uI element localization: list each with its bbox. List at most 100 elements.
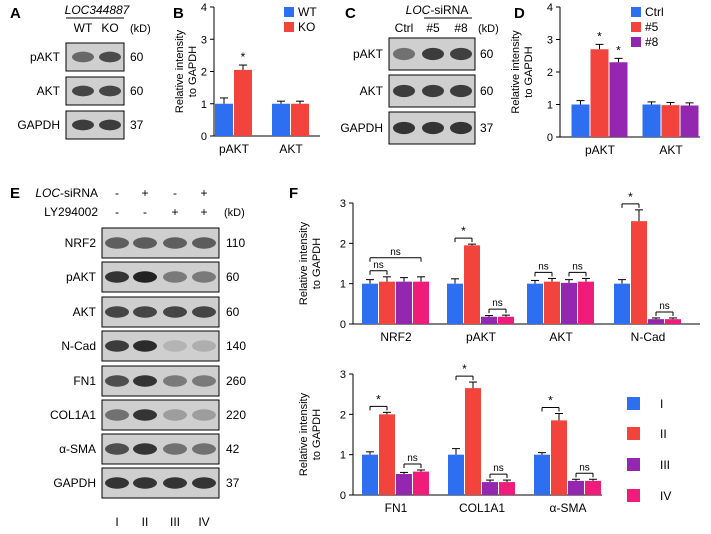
treatment-sign: - (143, 205, 147, 219)
blot-row-nrf2-band-3 (163, 237, 187, 249)
chart-b: B 0 1 2 3 4 Relative intensity to GAPDH pAKT AKT *… (173, 2, 320, 156)
y-tick-label: 3 (340, 369, 346, 381)
blot-row-pakt-band-2 (133, 271, 157, 283)
panel-letter-b: B (173, 5, 184, 22)
blot-row-gapdh-band-1 (105, 477, 129, 489)
blot-row-gapdh-mw: 37 (480, 121, 494, 135)
blot-row-nrf2-band-1 (105, 237, 129, 249)
bar-akt-5 (661, 105, 680, 137)
blot-row-akt-mw: 60 (130, 84, 144, 98)
legend-swatch (284, 22, 294, 32)
blot-row-pakt-band-2 (99, 51, 121, 63)
legend-label-iv: IV (660, 489, 671, 503)
blot-row-gapdh-band-3 (163, 477, 187, 489)
treatment-sign: - (115, 186, 119, 200)
bar-akt-i (527, 283, 543, 324)
lane-label-ii: II (142, 515, 149, 529)
bar-fn1-iii (396, 474, 412, 495)
blot-row-pakt-mw: 60 (130, 50, 144, 64)
treatment-label-1: LOC-siRNA (35, 186, 98, 200)
blot-row-pakt-band-2 (422, 47, 444, 61)
significance-mark: ns (492, 298, 503, 309)
kd-label: (kD) (224, 207, 245, 219)
blot-row-akt-label: AKT (37, 84, 61, 98)
significance-mark: ns (390, 247, 401, 258)
treatment-suffix: -siRNA (60, 186, 98, 200)
blot-row-akt-band-2 (133, 306, 157, 318)
bar-nrf2-i (362, 283, 378, 324)
legend-label-iii: III (660, 458, 670, 472)
significance-mark: * (462, 362, 467, 376)
chart-d: D 0 1 2 3 4 Relative intensity to GAPDH pAKT AKT *… (510, 2, 700, 157)
bar-pakt-5 (590, 49, 609, 137)
panel-letter-f: F (289, 185, 298, 202)
y-tick-label: 3 (201, 34, 207, 46)
blot-row-gapdh-band-4 (192, 477, 216, 489)
blot-row-col1a1-band-3 (163, 409, 187, 421)
x-tick-label: AKT (659, 143, 683, 157)
bar-pakt-ko (234, 69, 252, 136)
y-tick-label: 4 (201, 2, 207, 14)
treatment-sign: - (173, 186, 177, 200)
significance-mark: ns (579, 462, 590, 473)
blot-row-col1a1-band-1 (105, 409, 129, 421)
panel-letter-d: D (514, 5, 525, 22)
blot-row-akt-mw: 60 (226, 305, 240, 319)
treatment-sign: + (200, 186, 207, 200)
y-tick-label: 3 (340, 198, 346, 210)
y-tick-label: 3 (547, 35, 553, 47)
x-tick-label: pAKT (219, 142, 250, 156)
legend-swatch (631, 37, 641, 47)
chart-f-top: 0 1 2 3 Relative intensity to GAPDH NRF2 pAKT AK… (298, 190, 700, 344)
blot-row-col1a1-band-2 (133, 409, 157, 421)
y-tick-label: 0 (547, 132, 553, 144)
y-tick-label: 0 (201, 131, 207, 143)
blot-row-akt-band-3 (450, 84, 472, 98)
blot-row-gapdh-band-2 (133, 477, 157, 489)
bar-col1a1-i (448, 454, 464, 495)
blot-row-fn1-label: FN1 (73, 374, 96, 388)
lane-label-3: #8 (454, 21, 468, 35)
bar-nrf2-iv (413, 281, 429, 324)
blot-row-akt-band-2 (99, 85, 121, 97)
blot-row-n-cad-label: N-Cad (61, 339, 96, 353)
blot-row-akt-band-1 (72, 85, 94, 97)
blot-row-gapdh-mw: 37 (226, 476, 240, 490)
legend-label-ii: II (660, 427, 667, 441)
panel-c: C LOC-siRNA Ctrl #5 #8 (kD) pAKT 60 AKT 60 GAPDH 37 (340, 3, 499, 145)
bar-pakt-ii (464, 245, 480, 324)
chart-f-bottom: 0 1 2 3 Relative intensity to GAPDH FN1 COL1A1 α… (298, 362, 602, 515)
x-tick-label: NRF2 (380, 330, 412, 344)
blot-row-pakt-band-1 (105, 271, 129, 283)
y-tick-label: 2 (340, 409, 346, 421)
bar-akt-ctrl (642, 104, 661, 137)
x-tick-label: AKT (549, 330, 573, 344)
bar-n-cad-i (614, 283, 630, 324)
y-tick-label: 1 (340, 450, 346, 462)
blot-row-fn1-band-2 (133, 375, 157, 387)
y-tick-label: 0 (340, 490, 346, 502)
legend-label: #8 (645, 35, 659, 49)
y-tick-label: 4 (547, 2, 553, 14)
blot-row-gapdh-band-1 (393, 121, 415, 135)
panel-e: E LOC-siRNA - + - + LY294002 - - + + (kD) NRF2 110 pAK… (10, 185, 246, 529)
lane-label-iii: III (170, 515, 180, 529)
blot-row-gapdh-label: GAPDH (340, 121, 383, 135)
blot-row-pakt-mw: 60 (226, 270, 240, 284)
y-tick-label: 1 (547, 100, 553, 112)
blot-row-akt-label: AKT (360, 84, 384, 98)
gene-suffix: -siRNA (430, 3, 468, 17)
blot-row-akt-band-4 (192, 306, 216, 318)
y-axis-label: to GAPDH (187, 46, 199, 97)
treatment-sign: + (141, 186, 148, 200)
blot-row-nrf2-label: NRF2 (65, 236, 97, 250)
bar-pakt-i (447, 283, 463, 324)
bar-pakt-ctrl (571, 104, 590, 137)
blot-row-col1a1-band-4 (192, 409, 216, 421)
panel-letter-c: C (345, 5, 356, 22)
bar-nrf2-iii (396, 281, 412, 324)
blot-row-pakt-band-3 (450, 47, 472, 61)
blot-row-pakt-band-4 (192, 271, 216, 283)
blot-row-pakt-label: pAKT (66, 270, 97, 284)
gene-label: LOC-siRNA (406, 3, 469, 17)
